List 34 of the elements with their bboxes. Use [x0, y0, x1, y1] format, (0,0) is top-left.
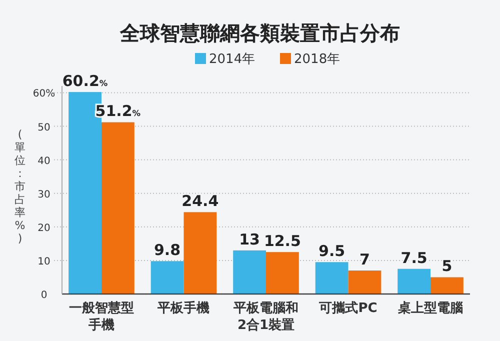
x-tick-label: 一般智慧型手機 [68, 300, 134, 333]
data-label: 7 [359, 250, 370, 269]
y-tick-label: 30 [38, 189, 50, 200]
bar [315, 262, 348, 294]
data-label: 9.5 [318, 242, 346, 260]
data-label: 5 [442, 257, 452, 276]
x-tick-label: 平板電腦和2合1裝置 [232, 300, 298, 333]
y-tick-label: 50 [38, 122, 50, 134]
data-label: 24.4 [182, 192, 219, 210]
x-tick-label: 平板手機 [156, 300, 210, 316]
text: (單位：市占率%) [14, 128, 26, 245]
bar [398, 268, 431, 294]
x-tick-label: 桌上型電腦 [397, 300, 464, 316]
bar [150, 261, 184, 294]
data-label: 9.8 [154, 241, 181, 260]
legend-label: 2014年 [209, 52, 256, 67]
y-tick-label: 20 [38, 222, 50, 234]
y-tick-label: 40 [38, 156, 50, 167]
chart-title: 全球智慧聯網各類裝置市占分布 [119, 21, 400, 45]
bar [101, 122, 134, 294]
data-label: 12.5 [264, 232, 301, 250]
x-tick-label: 可攜式PC [318, 300, 378, 316]
bar [348, 270, 382, 294]
y-tick-label: 60% [32, 88, 56, 100]
data-label: 13 [239, 230, 260, 248]
bar [266, 252, 299, 294]
legend-label: 2018年 [294, 52, 340, 67]
y-tick-label: 10 [38, 256, 50, 268]
data-label: 60.2% [62, 72, 108, 90]
bar [184, 212, 217, 294]
bar [233, 250, 266, 294]
data-label: 7.5 [400, 248, 428, 267]
y-tick-label: 0 [40, 290, 48, 301]
bar [430, 277, 464, 294]
